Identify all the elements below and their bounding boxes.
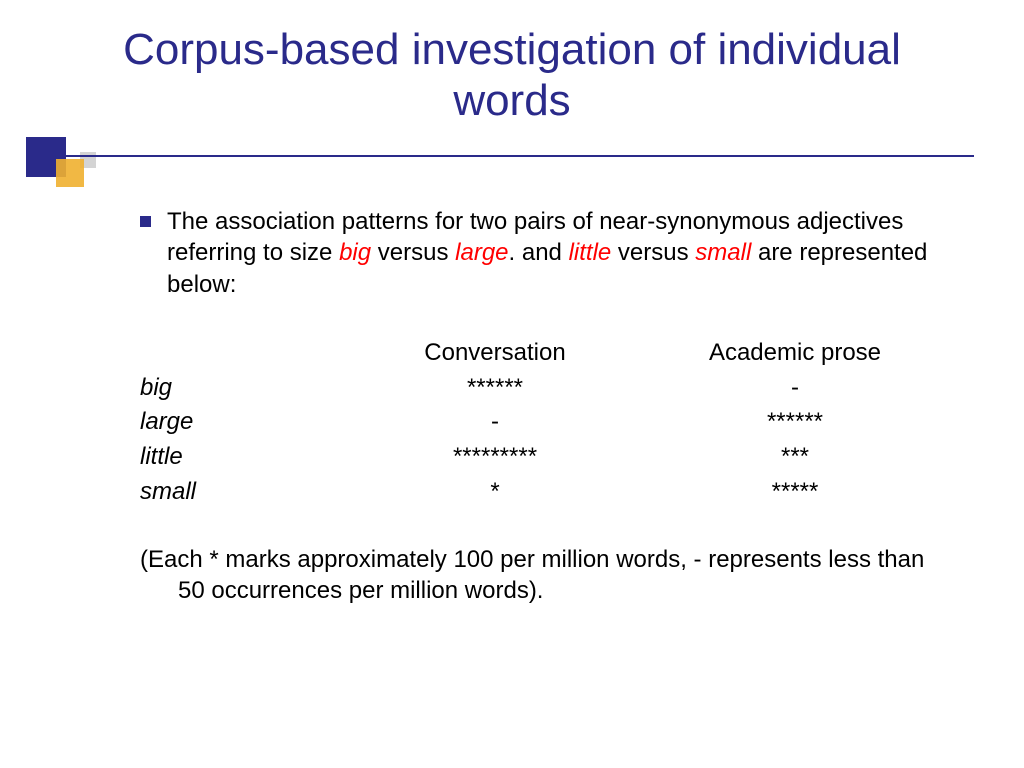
para-text: versus <box>371 239 455 266</box>
para-text: versus <box>611 239 695 266</box>
bullet-icon <box>140 216 151 227</box>
frequency-table: Conversation Academic prose big ****** -… <box>140 336 954 510</box>
cell-conversation: ****** <box>330 371 660 406</box>
cell-academic: *** <box>660 440 930 475</box>
row-label: large <box>140 405 330 440</box>
intro-paragraph: The association patterns for two pairs o… <box>167 206 954 300</box>
slide-title: Corpus-based investigation of individual… <box>50 25 974 136</box>
decor-square-gold <box>56 159 84 187</box>
slide: Corpus-based investigation of individual… <box>0 0 1024 768</box>
word-small: small <box>695 239 751 266</box>
para-text: . and <box>509 239 569 266</box>
bullet-item: The association patterns for two pairs o… <box>140 206 954 300</box>
word-large: large <box>455 239 508 266</box>
word-little: little <box>569 239 612 266</box>
cell-conversation: ********* <box>330 440 660 475</box>
table-header-row: Conversation Academic prose <box>140 336 954 371</box>
cell-academic: ***** <box>660 475 930 510</box>
row-label: small <box>140 475 330 510</box>
table-row: little ********* *** <box>140 440 954 475</box>
table-row: big ****** - <box>140 371 954 406</box>
title-underline <box>26 155 974 157</box>
row-label: big <box>140 371 330 406</box>
table-row: large - ****** <box>140 405 954 440</box>
column-header-academic: Academic prose <box>660 336 930 371</box>
table-header-empty <box>140 336 330 371</box>
column-header-conversation: Conversation <box>330 336 660 371</box>
table-row: small * ***** <box>140 475 954 510</box>
slide-body: The association patterns for two pairs o… <box>50 206 974 606</box>
cell-conversation: * <box>330 475 660 510</box>
legend-text: (Each * marks approximately 100 per mill… <box>178 544 954 606</box>
row-label: little <box>140 440 330 475</box>
cell-academic: - <box>660 371 930 406</box>
word-big: big <box>339 239 371 266</box>
cell-academic: ****** <box>660 405 930 440</box>
cell-conversation: - <box>330 405 660 440</box>
